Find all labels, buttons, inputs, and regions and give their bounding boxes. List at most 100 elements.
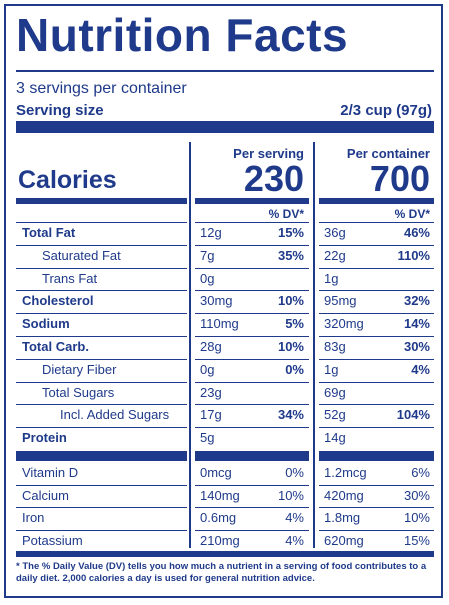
row-rule-left (16, 222, 187, 223)
nutrient-name: Sodium (22, 316, 70, 332)
per-serving-amount: 23g (200, 384, 222, 400)
row-rule-mid (195, 222, 309, 223)
nutrient-name: Incl. Added Sugars (60, 407, 170, 423)
per-serving-amount: 17g (200, 407, 222, 423)
vitamin-per-container-dv: 30% (403, 487, 430, 503)
row-rule-right (319, 313, 434, 315)
row-rule-left (16, 381, 187, 383)
vitamin-name: Iron (22, 510, 45, 525)
row-rule-right (319, 381, 434, 383)
vitamin-name: Vitamin D (22, 465, 79, 480)
row-rule-right (319, 267, 434, 269)
label-title: Nutrition Facts (16, 9, 349, 61)
calories-bar-left (16, 198, 187, 204)
nutrition-label (4, 4, 443, 598)
vitamin-per-container-amount: 1.8mg (324, 510, 361, 525)
calories-bar-mid (195, 198, 309, 204)
vitamin-rule-right (319, 484, 434, 486)
row-rule-right (319, 358, 434, 360)
per-container-amount: 83g (324, 339, 346, 354)
per-serving-dv: 10% (277, 339, 304, 354)
column-divider-1 (189, 142, 191, 548)
per-serving-amount: 30mg (200, 293, 233, 309)
per-container-amount: 22g (324, 247, 346, 263)
vitamin-rule-right (319, 529, 434, 531)
per-container-dv: 32% (403, 293, 430, 309)
col-per-serving: Per serving (233, 146, 304, 161)
per-container-amount: 14g (324, 430, 346, 446)
row-rule-right (319, 244, 434, 246)
footnote: * The % Daily Value (DV) tells you how m… (16, 561, 427, 584)
vitamin-per-serving-amount: 0mcg (200, 465, 232, 480)
vitamin-name: Potassium (22, 532, 83, 548)
vitamin-per-serving-dv: 0% (285, 465, 304, 480)
row-rule-left (16, 358, 187, 360)
row-rule-right (319, 290, 434, 292)
per-container-amount: 320mg (324, 316, 364, 332)
nutrient-name: Saturated Fat (42, 247, 121, 263)
per-serving-amount: 7g (200, 247, 215, 263)
row-rule-left (16, 290, 187, 292)
vitamin-rule-mid (195, 529, 309, 531)
row-rule-mid (195, 404, 309, 406)
per-serving-amount: 0g (200, 361, 215, 377)
vitamin-rule-mid (195, 484, 309, 486)
row-rule-mid (195, 313, 309, 315)
dv-header-container: % DV* (394, 207, 430, 221)
per-serving-dv: 15% (277, 225, 304, 240)
per-serving-dv: 5% (285, 316, 304, 332)
vitamin-per-serving-dv: 10% (277, 487, 304, 503)
per-container-dv: 30% (403, 339, 430, 354)
per-container-amount: 69g (324, 384, 346, 400)
calories-per-container: 700 (369, 158, 430, 199)
vitamin-per-container-dv: 6% (411, 465, 430, 480)
calories-per-serving: 230 (243, 158, 304, 199)
nutrient-name: Total Sugars (42, 384, 115, 400)
vitamin-per-serving-dv: 4% (285, 510, 304, 525)
col-per-container: Per container (346, 146, 430, 161)
nutrient-name: Cholesterol (22, 293, 94, 309)
row-rule-right (319, 222, 434, 223)
per-container-amount: 1g (324, 361, 339, 377)
per-container-dv: 46% (403, 225, 430, 240)
calories-label: Calories (18, 166, 117, 194)
calories-bar-right (319, 198, 434, 204)
vitamin-name: Calcium (22, 487, 69, 503)
nutrient-name: Total Carb. (22, 339, 89, 354)
row-rule-mid (195, 244, 309, 246)
vitamin-rule-left (16, 507, 187, 508)
row-rule-left (16, 336, 187, 337)
per-serving-dv: 34% (277, 407, 304, 423)
row-rule-left (16, 427, 187, 429)
vitamin-rule-left (16, 529, 187, 531)
per-container-dv: 14% (403, 316, 430, 332)
row-rule-mid (195, 290, 309, 292)
column-divider-2 (313, 142, 315, 548)
row-rule-mid (195, 267, 309, 269)
vitamin-per-serving-amount: 210mg (200, 532, 240, 548)
vitamin-bar-right (319, 451, 434, 461)
vitamin-per-container-dv: 10% (403, 510, 430, 525)
row-rule-left (16, 244, 187, 246)
nutrient-name: Trans Fat (42, 270, 98, 286)
row-rule-right (319, 404, 434, 406)
row-rule-mid (195, 336, 309, 337)
serving-size-label: Serving size (16, 102, 104, 119)
serving-size-value: 2/3 cup (97g) (340, 102, 432, 119)
vitamin-rule-mid (195, 507, 309, 508)
per-container-amount: 95mg (324, 293, 357, 309)
per-container-amount: 52g (324, 407, 346, 423)
vitamin-per-container-dv: 15% (403, 532, 430, 548)
per-container-dv: 4% (411, 361, 430, 377)
vitamin-bar-mid (195, 451, 309, 461)
vitamin-rule-left (16, 484, 187, 486)
vitamin-per-container-amount: 620mg (324, 532, 364, 548)
per-container-dv: 110% (397, 247, 430, 263)
per-container-dv: 104% (396, 407, 430, 423)
vitamin-per-container-amount: 420mg (324, 487, 364, 503)
row-rule-right (319, 336, 434, 337)
nutrient-name: Total Fat (22, 225, 76, 240)
vitamin-rule-right (319, 507, 434, 508)
nutrient-name: Protein (22, 430, 67, 446)
row-rule-right (319, 427, 434, 429)
